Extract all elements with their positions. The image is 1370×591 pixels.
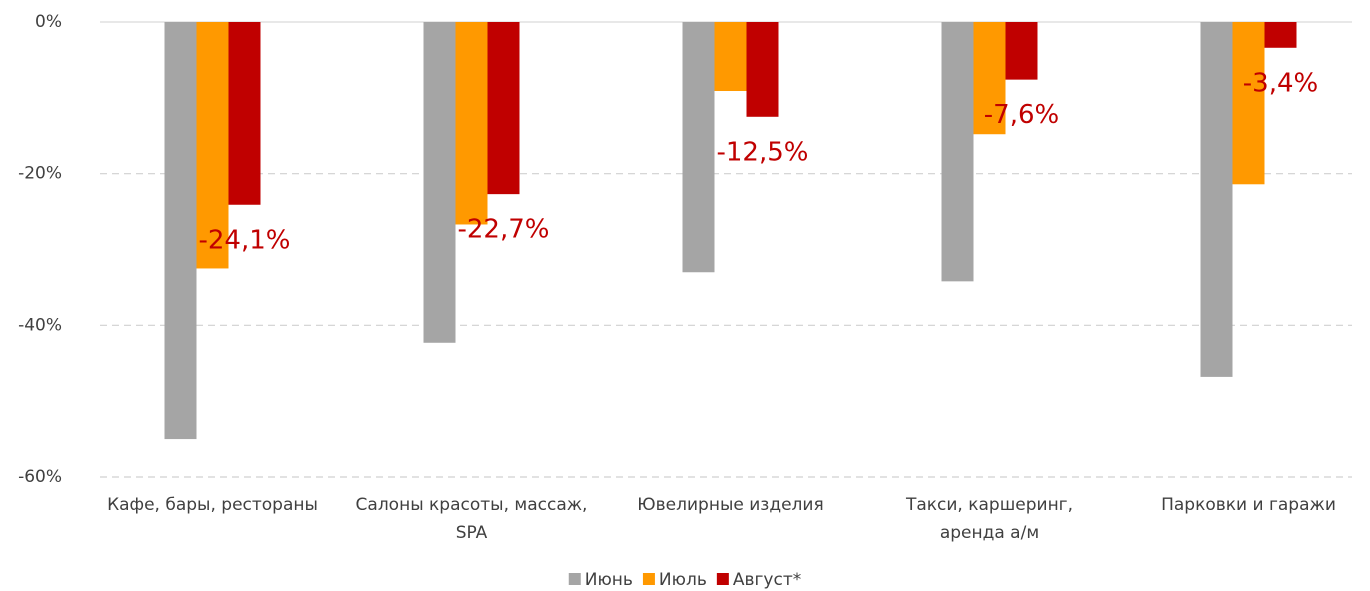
data-label: -3,4% xyxy=(1243,68,1318,98)
bar xyxy=(714,22,747,92)
y-tick-label: -40% xyxy=(18,315,62,335)
data-label: -7,6% xyxy=(984,100,1059,130)
data-label: -12,5% xyxy=(717,137,809,167)
x-tick-label: SPA xyxy=(456,523,488,543)
legend-label: Июнь xyxy=(585,570,633,590)
x-tick-label: Ювелирные изделия xyxy=(637,495,823,515)
x-tick-label: Парковки и гаражи xyxy=(1161,495,1336,515)
bar xyxy=(1232,22,1265,185)
x-tick-label: Такси, каршеринг, xyxy=(905,495,1073,515)
bar xyxy=(682,22,715,273)
bar xyxy=(164,22,197,440)
bar xyxy=(487,22,520,195)
bar xyxy=(455,22,488,225)
data-label: -22,7% xyxy=(458,215,550,245)
data-label: -24,1% xyxy=(199,225,291,255)
y-tick-label: -60% xyxy=(18,467,62,487)
legend-swatch xyxy=(642,573,655,585)
bar xyxy=(1264,22,1297,48)
legend-label: Июль xyxy=(659,570,707,590)
legend-swatch xyxy=(716,573,729,585)
bar xyxy=(1005,22,1038,80)
x-tick-label: Салоны красоты, массаж, xyxy=(356,495,588,515)
bar xyxy=(1200,22,1233,377)
y-tick-label: -20% xyxy=(18,164,62,184)
bar xyxy=(941,22,974,282)
bar xyxy=(973,22,1006,135)
bar xyxy=(196,22,229,269)
legend-label: Август* xyxy=(733,570,801,590)
bar xyxy=(423,22,456,343)
y-tick-label: 0% xyxy=(35,12,62,32)
x-tick-label: аренда а/м xyxy=(940,523,1039,543)
bar xyxy=(228,22,261,205)
x-tick-label: Кафе, бары, рестораны xyxy=(107,495,318,515)
legend-swatch xyxy=(568,573,581,585)
bar xyxy=(746,22,779,117)
